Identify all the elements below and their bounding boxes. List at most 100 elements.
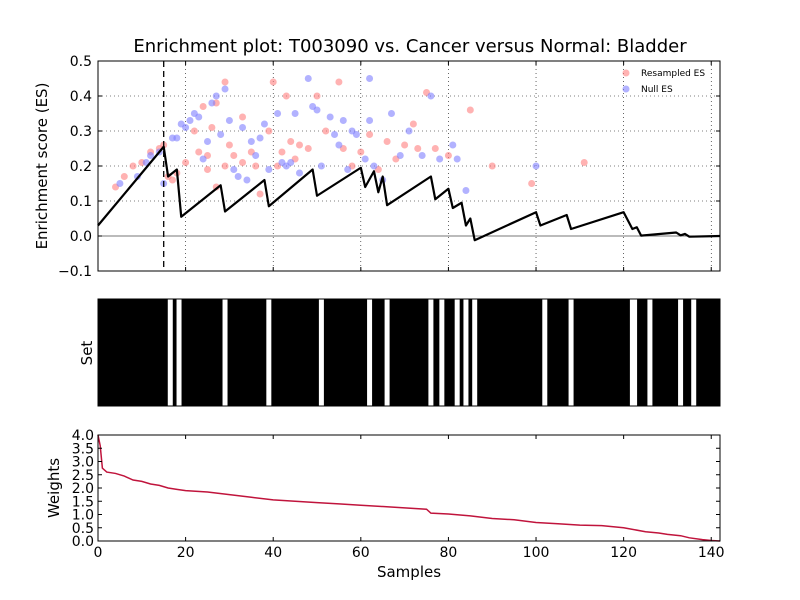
resampled-es-point (322, 127, 330, 135)
x-tick-label: 40 (264, 545, 282, 561)
y-tick-label: 4.0 (72, 428, 94, 444)
resampled-es-point (239, 159, 247, 166)
x-tick-label: 100 (523, 545, 550, 561)
null-es-point (418, 152, 426, 159)
resampled-es-point (580, 159, 588, 166)
barcode-gap (463, 299, 469, 406)
resampled-es-point (230, 152, 238, 159)
weights-line (97, 434, 721, 542)
resampled-es-point (168, 176, 176, 184)
resampled-es-point (431, 145, 439, 152)
resampled-es-point (466, 106, 474, 114)
barcode-gap (542, 299, 548, 406)
null-es-point (317, 162, 325, 170)
resampled-es-point (444, 152, 452, 159)
resampled-es-point (488, 162, 496, 170)
y-tick-label: 0.3 (70, 124, 92, 140)
legend-label-null: Null ES (641, 85, 673, 95)
resampled-es-point (313, 92, 321, 100)
resampled-es-point (409, 120, 417, 128)
y-tick-label: 0.0 (72, 534, 94, 550)
null-es-point (199, 155, 207, 163)
barcode-gap (384, 299, 390, 406)
null-es-point (326, 113, 334, 121)
null-es-point (225, 117, 233, 124)
null-es-point (260, 120, 268, 128)
barcode-gap (176, 299, 182, 406)
null-es-point (221, 85, 229, 93)
null-es-point (361, 155, 369, 163)
null-es-point (427, 92, 435, 100)
y-tick-label: 0.5 (70, 54, 92, 70)
set-barcode-panel: Set (78, 298, 721, 407)
null-es-point (304, 75, 312, 82)
resampled-es-point (195, 148, 203, 156)
panel1-y-ticks: −0.1 0.0 0.1 0.2 0.3 0.4 0.5 (58, 54, 720, 280)
resampled-es-point (401, 141, 409, 149)
null-es-point (265, 166, 273, 173)
barcode-gap (568, 299, 574, 406)
barcode-gap (472, 299, 478, 406)
null-es-point (212, 92, 220, 100)
resampled-es-point (129, 162, 137, 170)
chart-title: Enrichment plot: T003090 vs. Cancer vers… (133, 36, 687, 57)
y-tick-label: 3.0 (72, 455, 94, 471)
barcode-gap (632, 299, 638, 406)
resampled-es-point (414, 145, 422, 152)
null-es-point (449, 141, 457, 149)
panel1-x-ticks (97, 61, 712, 271)
y-tick-label: −0.1 (58, 264, 92, 280)
resampled-es-point (190, 127, 198, 135)
null-es-point (453, 155, 461, 163)
scatter-points (112, 75, 588, 198)
resampled-es-point (269, 78, 277, 86)
resampled-es-point (182, 159, 190, 166)
null-es-point (239, 124, 247, 131)
resampled-es-point (120, 173, 128, 180)
barcode-gap (454, 299, 460, 406)
null-es-point (195, 113, 203, 121)
resampled-es-point (225, 141, 233, 149)
x-tick-label: 120 (610, 545, 637, 561)
null-es-point (291, 110, 299, 117)
resampled-es-point (335, 78, 343, 86)
panel1-ylabel: Enrichment score (ES) (33, 83, 51, 250)
resampled-es-point (366, 131, 374, 138)
y-tick-label: 0.1 (70, 194, 92, 210)
null-es-point (230, 166, 238, 173)
barcode-gap (167, 299, 173, 406)
barcode-gap (678, 299, 684, 406)
x-tick-label: 60 (352, 545, 370, 561)
barcode-gap (428, 299, 434, 406)
null-es-point (339, 117, 347, 124)
resampled-es-point (304, 145, 312, 152)
null-es-point (532, 162, 540, 170)
null-es-point (313, 106, 321, 114)
resampled-es-point (282, 92, 290, 100)
resampled-es-point (383, 138, 391, 145)
null-es-point (256, 134, 264, 142)
null-es-point (331, 131, 339, 138)
weights-line-path (97, 434, 721, 542)
null-es-point (208, 99, 216, 107)
resampled-es-point (265, 127, 273, 135)
barcode-gaps (167, 299, 697, 406)
resampled-es-point (528, 180, 536, 187)
resampled-es-point (199, 103, 207, 110)
resampled-es-point (221, 78, 229, 86)
x-tick-label: 140 (698, 545, 725, 561)
null-es-point (295, 169, 303, 177)
barcode-gap (266, 299, 272, 406)
resampled-es-point (295, 141, 303, 149)
legend-marker-resampled (622, 69, 630, 77)
es-line-path (97, 145, 721, 242)
y-tick-label: 3.5 (72, 441, 94, 457)
null-es-point (405, 127, 413, 135)
resampled-es-point (278, 148, 286, 156)
null-es-point (217, 131, 225, 138)
panel2-ylabel: Set (78, 341, 96, 366)
null-es-point (335, 141, 343, 149)
legend-label-resampled: Resampled ES (641, 69, 705, 79)
weights-panel: 0.00.51.01.52.02.53.03.54.0 0 20 40 60 80 100… (45, 428, 725, 581)
y-tick-label: 2.0 (72, 481, 94, 497)
